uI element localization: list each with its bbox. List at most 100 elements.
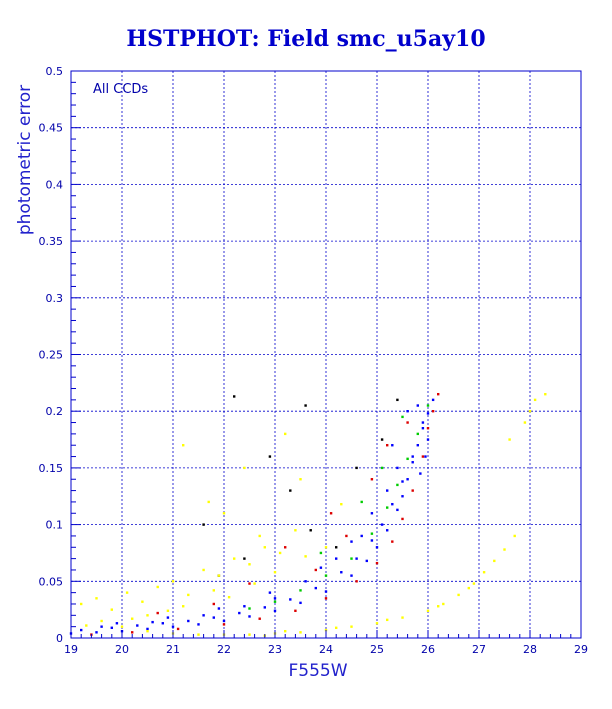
data-point (85, 624, 88, 627)
data-point (324, 590, 328, 593)
data-point (131, 631, 134, 634)
data-point (243, 557, 246, 560)
data-point (222, 619, 226, 623)
data-point (243, 466, 246, 470)
data-point (401, 616, 404, 619)
data-point (146, 629, 149, 633)
series-2 (248, 404, 430, 610)
data-point (416, 404, 419, 407)
data-point (401, 517, 404, 521)
x-tick-label: 22 (217, 643, 231, 656)
data-point (406, 421, 409, 424)
data-point (182, 605, 185, 608)
data-point (335, 546, 338, 549)
data-point (100, 625, 103, 628)
data-point (294, 529, 297, 532)
data-point (95, 631, 98, 634)
data-point (304, 580, 307, 583)
data-point (289, 598, 292, 601)
data-point (386, 506, 389, 509)
data-point (268, 455, 272, 458)
data-point (294, 609, 297, 612)
data-point (513, 534, 516, 538)
data-point (299, 589, 302, 592)
data-point (110, 608, 113, 611)
y-tick-label: 0.05 (39, 575, 64, 588)
data-point (431, 398, 435, 402)
data-point (365, 559, 368, 563)
x-tick-label: 23 (268, 643, 282, 656)
data-point (503, 548, 506, 551)
data-point (345, 534, 348, 538)
data-point (100, 619, 103, 623)
data-point (284, 546, 287, 549)
data-point (324, 597, 328, 600)
data-point (350, 557, 353, 560)
data-point (419, 472, 422, 475)
series-4 (80, 392, 547, 637)
data-point (248, 563, 251, 566)
data-point (248, 582, 251, 585)
y-axis-label: photometric error (15, 85, 35, 235)
data-point (375, 561, 379, 565)
data-point (391, 502, 394, 506)
data-point (273, 597, 277, 600)
y-tick-label: 0.1 (46, 519, 64, 532)
data-point (442, 602, 445, 606)
data-point (309, 529, 312, 532)
data-point (375, 622, 379, 625)
data-point (263, 546, 266, 549)
data-point (431, 410, 435, 413)
data-point (222, 512, 226, 515)
data-point (171, 580, 175, 583)
data-point (131, 617, 134, 620)
y-tick-label: 0.25 (39, 349, 64, 362)
data-point (146, 627, 149, 631)
data-point (401, 415, 404, 419)
y-tick-label: 0.45 (39, 122, 64, 135)
data-point (151, 620, 154, 624)
data-point (396, 483, 399, 487)
data-point (182, 444, 185, 447)
data-point (457, 593, 460, 597)
data-point (421, 421, 425, 424)
axis-ticks (70, 70, 582, 639)
data-point (421, 455, 425, 458)
x-tick-label: 29 (574, 643, 588, 656)
data-point (370, 539, 374, 542)
data-point (391, 444, 394, 447)
data-point (284, 629, 287, 633)
data-point (411, 455, 414, 458)
data-point (299, 478, 302, 481)
x-tick-label: 21 (166, 643, 180, 656)
data-point (355, 580, 358, 583)
data-point (380, 523, 384, 526)
data-point (329, 512, 333, 515)
data-point (544, 392, 547, 396)
data-point (125, 591, 129, 594)
data-point (207, 500, 210, 504)
data-point (80, 628, 83, 632)
data-point (176, 627, 180, 631)
data-point (401, 495, 404, 498)
x-tick-label: 27 (472, 643, 486, 656)
data-point (187, 619, 190, 623)
x-tick-label: 20 (115, 643, 129, 656)
data-point (248, 607, 251, 610)
grid-lines (71, 71, 581, 638)
scatter-points (69, 392, 547, 637)
data-point (426, 427, 430, 430)
x-tick-label: 26 (421, 643, 435, 656)
data-point (263, 606, 266, 609)
data-point (380, 466, 384, 470)
data-point (406, 478, 409, 481)
data-point (156, 585, 159, 589)
data-point (110, 626, 113, 629)
data-point (289, 489, 292, 492)
data-point (217, 574, 221, 577)
data-point (324, 574, 328, 577)
data-point (406, 410, 409, 413)
data-point (528, 410, 532, 413)
data-point (375, 546, 379, 549)
